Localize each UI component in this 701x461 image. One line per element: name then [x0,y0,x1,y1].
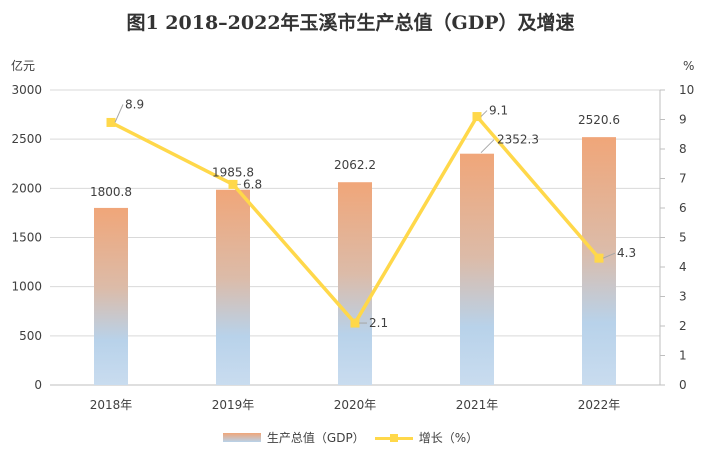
chart-title: 图1 2018–2022年玉溪市生产总值（GDP）及增速 [126,12,575,34]
bar-data-label: 1800.8 [90,185,132,199]
y-right-tick-label: 9 [679,113,687,127]
bar [338,182,372,385]
y-right-tick-label: 0 [679,378,687,392]
y-left-tick-label: 0 [34,378,42,392]
bar-data-label: 2352.3 [497,133,539,147]
growth-marker [472,112,482,122]
line-data-label: 9.1 [489,104,508,118]
leader-line [602,252,616,259]
y-left-tick-label: 1000 [11,280,42,294]
growth-marker [350,318,360,328]
leader-line [480,139,495,154]
y-left-tick-label: 1500 [11,231,42,245]
legend-swatch-line [374,433,413,443]
x-tick-label: 2019年 [212,398,255,412]
legend-label-growth: 增长（%） [418,431,479,445]
bar-data-label: 1985.8 [212,166,254,180]
line-data-label: 4.3 [617,246,636,260]
legend: 生产总值（GDP） 增长（%） [0,429,701,446]
y-left-tick-label: 2500 [11,132,42,146]
y-right-tick-label: 3 [679,290,687,304]
y-left-unit-label: 亿元 [11,58,35,73]
y-left-tick-label: 500 [19,329,42,343]
y-left-tick-label: 3000 [11,83,42,97]
x-tick-label: 2020年 [334,398,377,412]
bar [94,207,128,385]
y-right-tick-label: 8 [679,142,687,156]
leader-line [114,104,124,123]
y-right-tick-label: 1 [679,349,687,363]
legend-item-growth: 增长（%） [374,429,479,446]
line-data-label: 8.9 [125,97,144,111]
bar-data-label: 2062.2 [334,158,376,172]
x-tick-label: 2022年 [578,398,621,412]
bar [460,153,494,385]
legend-swatch-bar [222,433,261,442]
line-data-label: 6.8 [243,177,262,191]
bar [216,189,250,385]
x-tick-label: 2021年 [456,398,499,412]
legend-label-gdp: 生产总值（GDP） [266,431,365,445]
x-tick-label: 2018年 [90,398,133,412]
y-right-tick-label: 6 [679,201,687,215]
y-right-unit-label: % [683,59,694,73]
growth-marker [594,253,604,263]
y-right-tick-label: 10 [679,83,694,97]
y-right-tick-label: 5 [679,231,687,245]
legend-item-gdp: 生产总值（GDP） [222,429,365,446]
leader-line [480,110,488,117]
growth-marker [106,117,116,127]
y-right-tick-label: 7 [679,172,687,186]
line-data-label: 2.1 [369,316,388,330]
y-left-tick-label: 2000 [11,181,42,195]
y-right-tick-label: 2 [679,319,687,333]
growth-marker [228,179,238,189]
y-right-tick-label: 4 [679,260,687,274]
bar-data-label: 2520.6 [578,113,620,127]
